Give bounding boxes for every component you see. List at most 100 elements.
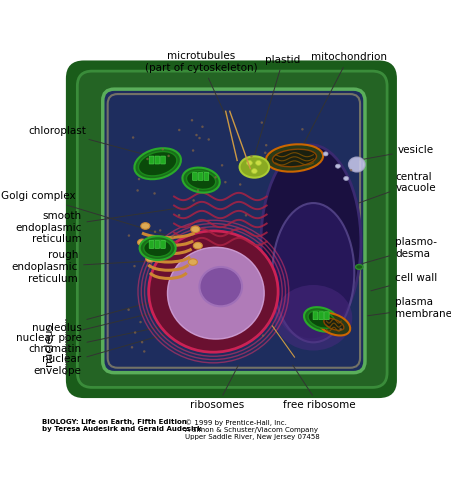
- Text: nuclear pore: nuclear pore: [15, 304, 190, 343]
- Ellipse shape: [221, 164, 223, 167]
- Text: Golgi complex: Golgi complex: [1, 192, 165, 235]
- Ellipse shape: [167, 155, 170, 157]
- Ellipse shape: [192, 149, 194, 152]
- Ellipse shape: [250, 155, 252, 157]
- Text: nucleolus: nucleolus: [32, 284, 217, 333]
- Text: chloroplast: chloroplast: [28, 126, 155, 157]
- Text: rough
endoplasmic
reticulum: rough endoplasmic reticulum: [12, 251, 187, 284]
- Ellipse shape: [139, 236, 175, 260]
- Text: plasmo-
desma: plasmo- desma: [361, 237, 436, 264]
- FancyBboxPatch shape: [313, 312, 317, 320]
- Text: plastid: plastid: [254, 55, 300, 154]
- Ellipse shape: [143, 240, 171, 257]
- Ellipse shape: [335, 164, 340, 168]
- Ellipse shape: [178, 129, 180, 131]
- Ellipse shape: [138, 178, 140, 180]
- Ellipse shape: [199, 267, 242, 306]
- Ellipse shape: [207, 138, 209, 141]
- Ellipse shape: [138, 152, 176, 176]
- Ellipse shape: [190, 226, 199, 232]
- Ellipse shape: [264, 144, 267, 146]
- Text: mitochondrion: mitochondrion: [300, 52, 386, 150]
- Text: BIOLOGY: Life on Earth, Fifth Edition
by Teresa Audesirk and Gerald Audesirk: BIOLOGY: Life on Earth, Fifth Edition by…: [42, 420, 202, 432]
- Ellipse shape: [274, 285, 351, 350]
- FancyBboxPatch shape: [155, 240, 159, 248]
- Ellipse shape: [177, 214, 180, 216]
- Ellipse shape: [246, 160, 252, 165]
- FancyBboxPatch shape: [161, 156, 165, 164]
- Ellipse shape: [146, 255, 154, 262]
- Ellipse shape: [300, 128, 303, 131]
- FancyBboxPatch shape: [149, 240, 153, 248]
- Ellipse shape: [251, 168, 257, 174]
- Ellipse shape: [159, 229, 161, 232]
- FancyBboxPatch shape: [192, 172, 197, 180]
- Ellipse shape: [146, 158, 148, 160]
- Ellipse shape: [263, 152, 266, 154]
- FancyBboxPatch shape: [204, 172, 208, 180]
- Ellipse shape: [132, 136, 134, 139]
- Ellipse shape: [195, 134, 197, 136]
- Text: ribosomes: ribosomes: [190, 365, 244, 410]
- Ellipse shape: [244, 214, 247, 216]
- Ellipse shape: [161, 148, 164, 150]
- Ellipse shape: [130, 346, 133, 348]
- Ellipse shape: [261, 335, 264, 337]
- Ellipse shape: [272, 203, 354, 342]
- Ellipse shape: [167, 247, 263, 339]
- Ellipse shape: [190, 119, 193, 121]
- Ellipse shape: [139, 321, 142, 324]
- Ellipse shape: [141, 223, 150, 229]
- FancyBboxPatch shape: [149, 156, 153, 164]
- Text: © 1999 by Prentice-Hall, Inc.
A Simon & Schuster/Viacom Company
Upper Saddle Riv: © 1999 by Prentice-Hall, Inc. A Simon & …: [184, 420, 319, 440]
- FancyBboxPatch shape: [155, 156, 159, 164]
- Ellipse shape: [171, 235, 174, 238]
- Text: free ribosome: free ribosome: [282, 365, 354, 410]
- Ellipse shape: [339, 328, 341, 330]
- Ellipse shape: [137, 239, 146, 246]
- Ellipse shape: [317, 313, 350, 336]
- Text: cell wall: cell wall: [370, 274, 437, 291]
- Ellipse shape: [134, 148, 180, 179]
- Ellipse shape: [186, 171, 215, 189]
- Ellipse shape: [265, 144, 322, 172]
- FancyBboxPatch shape: [161, 240, 165, 248]
- Ellipse shape: [196, 189, 199, 192]
- Ellipse shape: [224, 181, 226, 183]
- Text: nucleus: nucleus: [44, 323, 54, 366]
- Ellipse shape: [136, 189, 138, 192]
- Ellipse shape: [239, 156, 268, 178]
- Ellipse shape: [133, 331, 136, 334]
- Ellipse shape: [349, 169, 351, 171]
- Ellipse shape: [127, 309, 129, 311]
- Text: microtubules
(part of cytoskeleton): microtubules (part of cytoskeleton): [144, 51, 257, 117]
- Ellipse shape: [141, 341, 143, 343]
- Text: vesicle: vesicle: [359, 145, 433, 160]
- Ellipse shape: [322, 152, 327, 156]
- Ellipse shape: [355, 264, 362, 269]
- Ellipse shape: [153, 230, 156, 233]
- Ellipse shape: [188, 259, 197, 265]
- Ellipse shape: [272, 149, 316, 167]
- FancyBboxPatch shape: [77, 71, 386, 387]
- FancyBboxPatch shape: [198, 172, 202, 180]
- Ellipse shape: [260, 145, 360, 340]
- Ellipse shape: [304, 307, 338, 332]
- Text: chromatin: chromatin: [28, 318, 201, 354]
- FancyBboxPatch shape: [318, 312, 323, 320]
- Text: plasma
membrane: plasma membrane: [367, 297, 451, 319]
- FancyBboxPatch shape: [66, 60, 396, 398]
- Ellipse shape: [308, 311, 334, 328]
- Text: nuclear
envelope: nuclear envelope: [33, 331, 177, 376]
- Ellipse shape: [193, 242, 202, 249]
- Text: central
vacuole: central vacuole: [319, 172, 435, 217]
- Ellipse shape: [343, 177, 348, 180]
- Ellipse shape: [128, 234, 130, 237]
- Ellipse shape: [239, 183, 241, 186]
- Ellipse shape: [198, 137, 200, 139]
- Ellipse shape: [323, 318, 343, 330]
- Ellipse shape: [260, 121, 262, 124]
- Text: smooth
endoplasmic
reticulum: smooth endoplasmic reticulum: [15, 205, 198, 244]
- FancyBboxPatch shape: [324, 312, 328, 320]
- FancyBboxPatch shape: [102, 89, 364, 372]
